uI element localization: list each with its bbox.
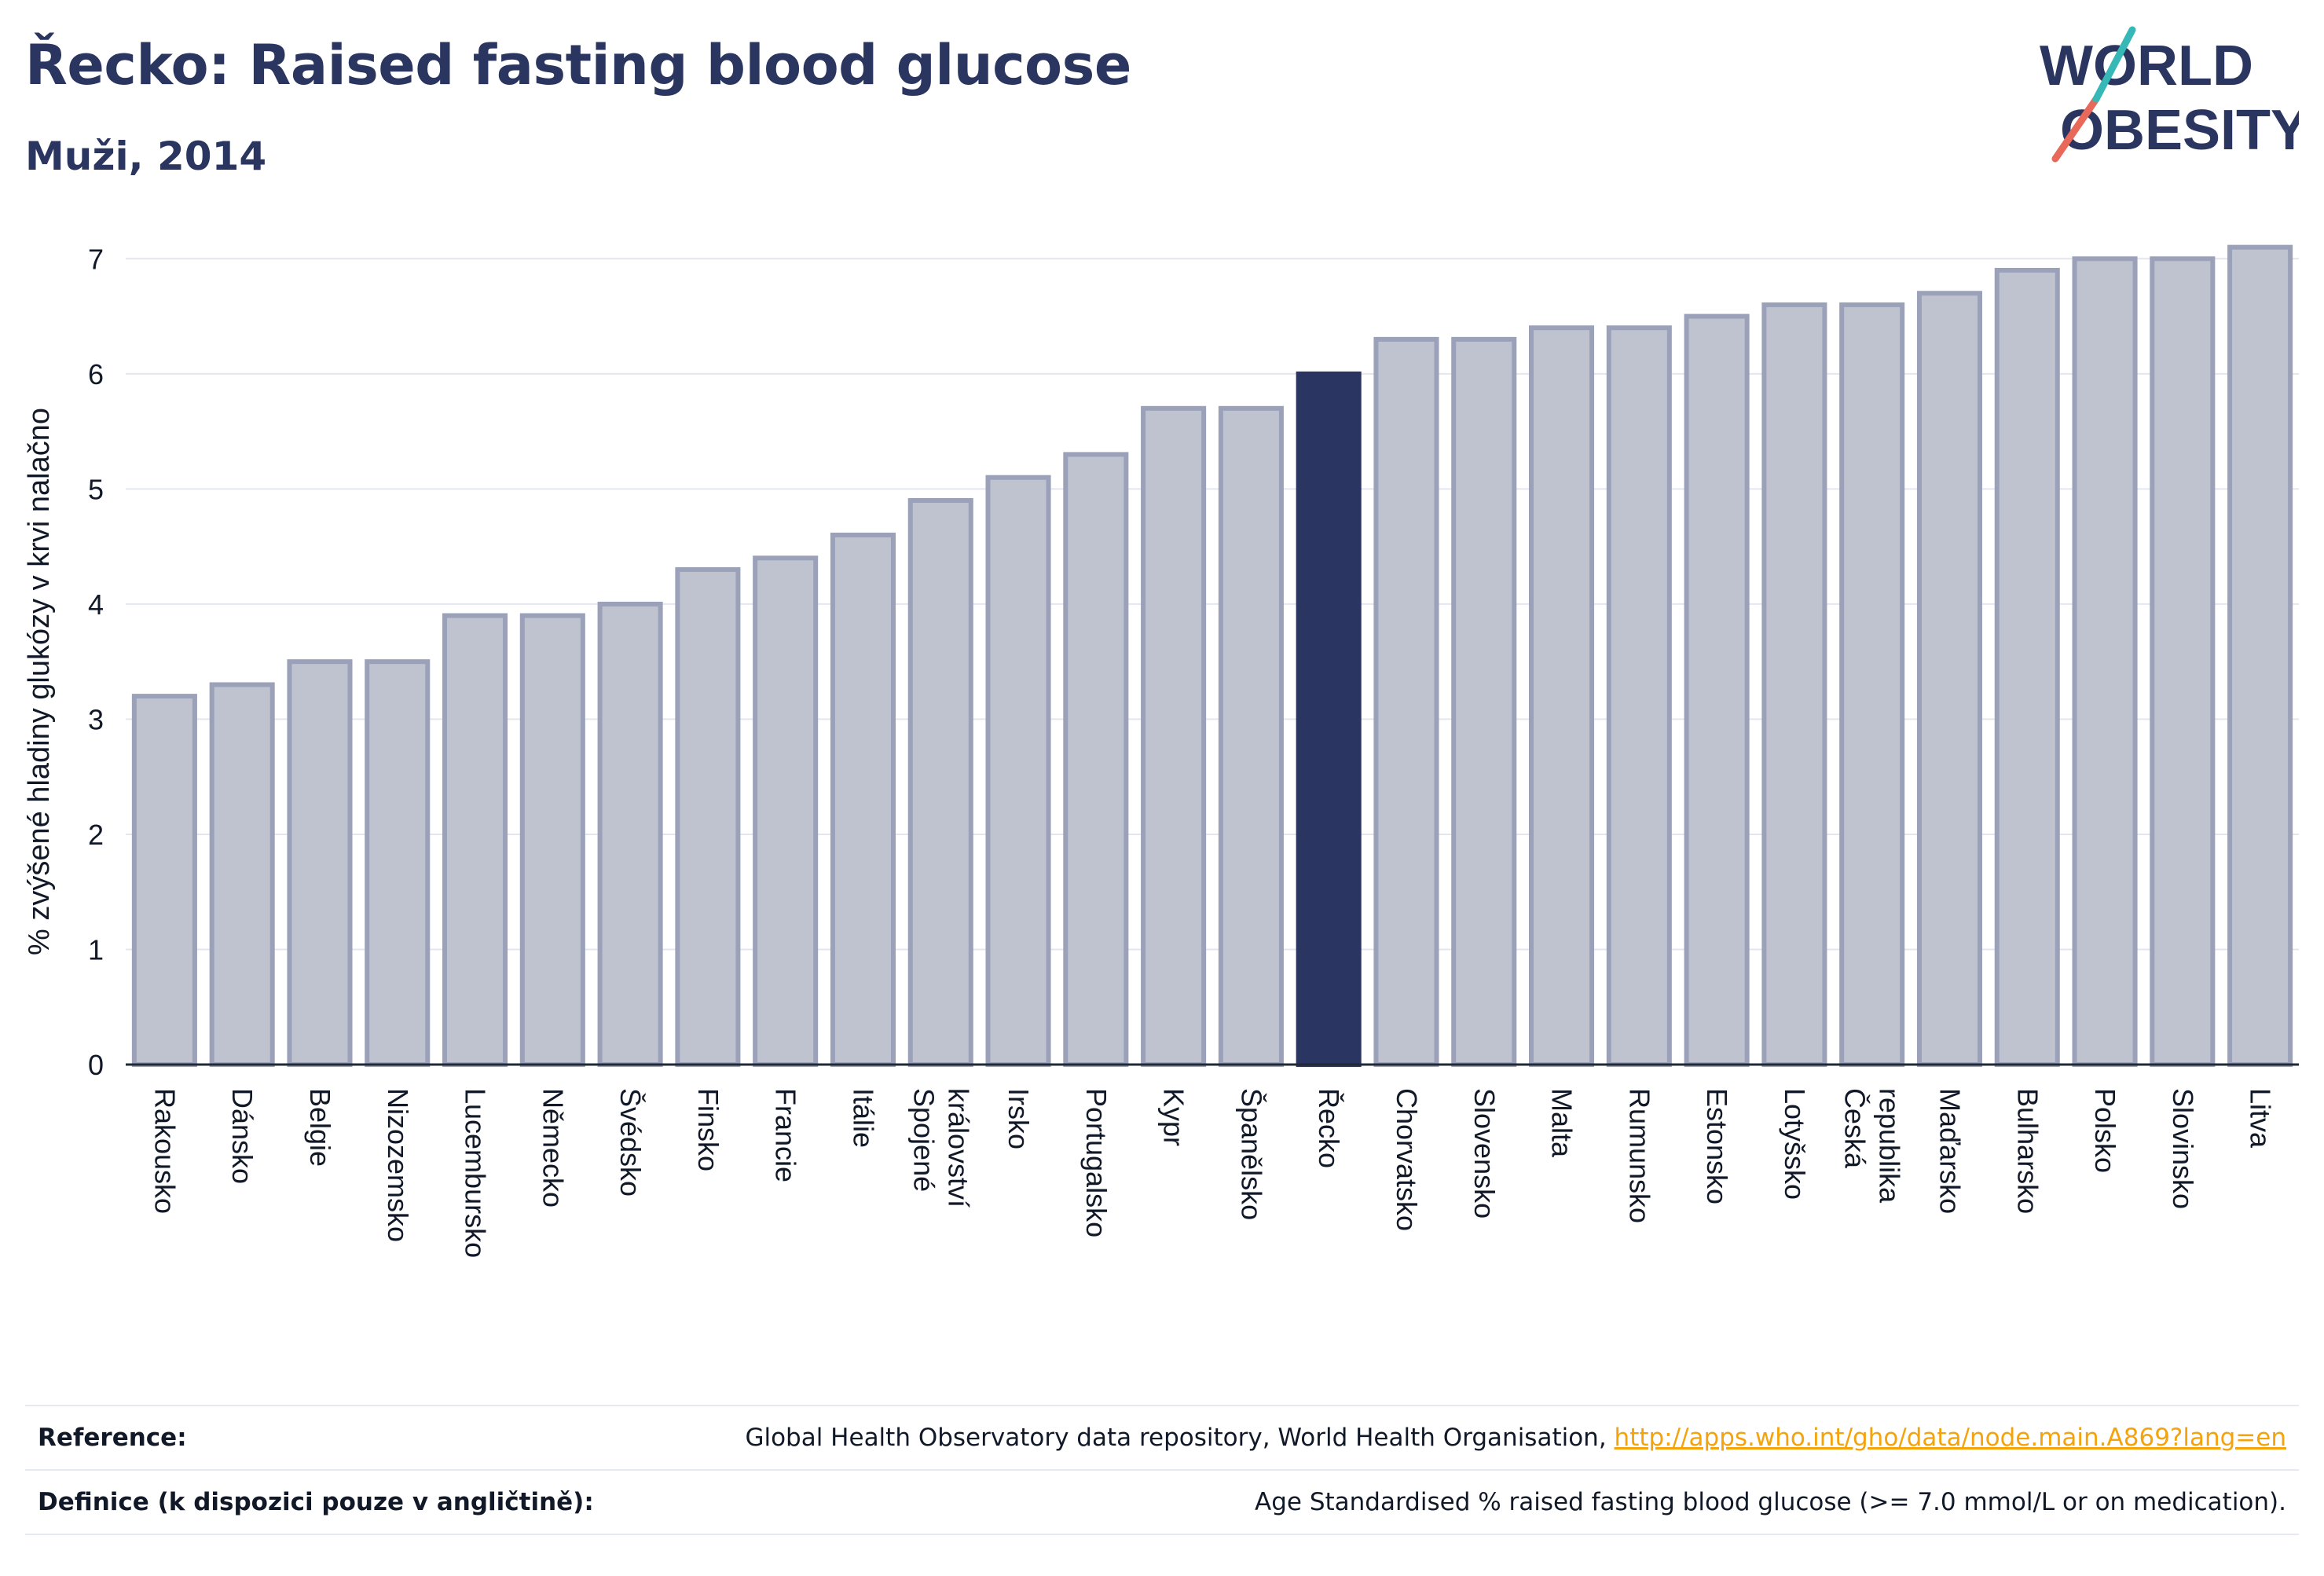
bar-belgie bbox=[287, 659, 353, 1067]
x-tick-label: Lotyšsko bbox=[1779, 1088, 1811, 1200]
definition-label: Definice (k dispozici pouze v angličtině… bbox=[38, 1488, 594, 1516]
logo-slash-lower bbox=[2051, 95, 2100, 163]
bar-irsko bbox=[985, 475, 1051, 1067]
bar-česká-republika bbox=[1839, 302, 1905, 1067]
x-tick-label: Polsko bbox=[2089, 1088, 2121, 1173]
x-tick-label: Kypr bbox=[1158, 1088, 1190, 1146]
bar-chart: 0 1 2 3 4 5 6 7 Rakousko Dánsko Belgie Nizozemsko L… bbox=[23, 243, 2299, 1258]
y-tick-label: 5 bbox=[88, 473, 104, 505]
y-tick-labels: 0 1 2 3 4 5 6 7 bbox=[88, 243, 104, 1081]
bar-německo bbox=[519, 613, 585, 1067]
bar-španělsko bbox=[1218, 405, 1284, 1067]
x-tick-label: Německo bbox=[537, 1088, 569, 1208]
x-tick-label: Nizozemsko bbox=[382, 1088, 414, 1242]
bar-rakousko bbox=[131, 694, 197, 1067]
y-tick-label: 2 bbox=[88, 819, 104, 851]
x-tick-label: Maďarsko bbox=[1934, 1088, 1966, 1214]
bar-rumunsko bbox=[1606, 325, 1672, 1067]
logo-line1: WORLD bbox=[2040, 35, 2253, 97]
y-tick-label: 0 bbox=[88, 1049, 104, 1081]
reference-table: Reference: Global Health Observatory dat… bbox=[25, 1405, 2299, 1535]
x-tick-label: Francie bbox=[770, 1088, 802, 1182]
y-tick-label: 3 bbox=[88, 703, 104, 735]
bar-polsko bbox=[2072, 256, 2138, 1067]
x-tick-label: Spojenékrálovství bbox=[907, 1088, 974, 1208]
x-tick-label: Španělsko bbox=[1235, 1088, 1267, 1220]
x-tick-label: Dánsko bbox=[226, 1088, 258, 1184]
y-tick-label: 4 bbox=[88, 588, 104, 621]
reference-label: Reference: bbox=[38, 1424, 187, 1452]
bars bbox=[131, 244, 2293, 1068]
x-tick-label: Řecko bbox=[1313, 1088, 1345, 1168]
x-tick-label: Portugalsko bbox=[1080, 1088, 1113, 1237]
y-tick-label: 6 bbox=[88, 358, 104, 390]
bar-lucembursko bbox=[442, 613, 508, 1067]
x-tick-label: Litva bbox=[2245, 1088, 2277, 1149]
x-tick-label: Estonsko bbox=[1701, 1088, 1733, 1204]
bar-francie bbox=[753, 555, 819, 1067]
bar-litva bbox=[2227, 244, 2293, 1067]
x-tick-label: Lucembursko bbox=[460, 1088, 492, 1258]
chart-title: Řecko: Raised fasting blood glucose bbox=[25, 33, 1131, 97]
x-tick-label: Švédsko bbox=[614, 1088, 647, 1197]
x-tick-label: Malta bbox=[1546, 1088, 1578, 1158]
bar-portugalsko bbox=[1063, 452, 1129, 1067]
bar-spojené-království bbox=[907, 498, 973, 1067]
reference-link[interactable]: http://apps.who.int/gho/data/node.main.A… bbox=[1614, 1424, 2286, 1452]
y-axis-label: % zvýšené hladiny glukózy v krvi nalačno bbox=[23, 408, 56, 955]
bar-slovinsko bbox=[2150, 256, 2216, 1067]
bar-malta bbox=[1529, 325, 1595, 1067]
bar-dánsko bbox=[209, 682, 275, 1067]
bar-lotyšsko bbox=[1761, 302, 1827, 1067]
bar-finsko bbox=[675, 566, 741, 1067]
x-tick-label: Belgie bbox=[304, 1088, 336, 1167]
x-tick-label: Rakousko bbox=[148, 1088, 181, 1214]
x-tick-label: Finsko bbox=[692, 1088, 724, 1171]
x-tick-label: Slovensko bbox=[1468, 1088, 1501, 1219]
bar-nizozemsko bbox=[365, 659, 431, 1067]
y-tick-label: 1 bbox=[88, 933, 104, 966]
logo-line2: OBESITY bbox=[2060, 99, 2299, 162]
bar-bulharsko bbox=[1994, 267, 2060, 1068]
definition-row: Definice (k dispozici pouze v angličtině… bbox=[25, 1469, 2299, 1535]
x-tick-label: Chorvatsko bbox=[1391, 1088, 1423, 1231]
reference-row: Reference: Global Health Observatory dat… bbox=[25, 1405, 2299, 1469]
bar-maďarsko bbox=[1916, 291, 1982, 1067]
x-tick-label: Rumunsko bbox=[1623, 1088, 1655, 1223]
x-tick-label: Irsko bbox=[1003, 1088, 1035, 1149]
chart-subtitle: Muži, 2014 bbox=[25, 134, 267, 179]
x-tick-label: Slovinsko bbox=[2167, 1088, 2199, 1209]
world-obesity-logo: WORLD OBESITY bbox=[2040, 26, 2299, 163]
x-tick-label: Bulharsko bbox=[2011, 1088, 2044, 1214]
bar-řecko bbox=[1296, 371, 1362, 1068]
reference-value: Global Health Observatory data repositor… bbox=[745, 1424, 2286, 1452]
x-tick-labels: Rakousko Dánsko Belgie Nizozemsko Lucembursk… bbox=[148, 1088, 2276, 1258]
bar-itálie bbox=[830, 532, 896, 1067]
x-tick-label: Českárepublika bbox=[1839, 1088, 1906, 1204]
bar-estonsko bbox=[1684, 313, 1750, 1067]
logo-slash-upper bbox=[2092, 26, 2136, 103]
reference-text: Global Health Observatory data repositor… bbox=[745, 1424, 1615, 1452]
x-tick-label: Itálie bbox=[847, 1088, 879, 1148]
bar-švédsko bbox=[597, 601, 663, 1067]
definition-value: Age Standardised % raised fasting blood … bbox=[1255, 1488, 2286, 1516]
bar-kypr bbox=[1141, 405, 1207, 1067]
bar-slovensko bbox=[1451, 336, 1517, 1067]
bar-chorvatsko bbox=[1373, 336, 1439, 1067]
y-tick-label: 7 bbox=[88, 243, 104, 275]
